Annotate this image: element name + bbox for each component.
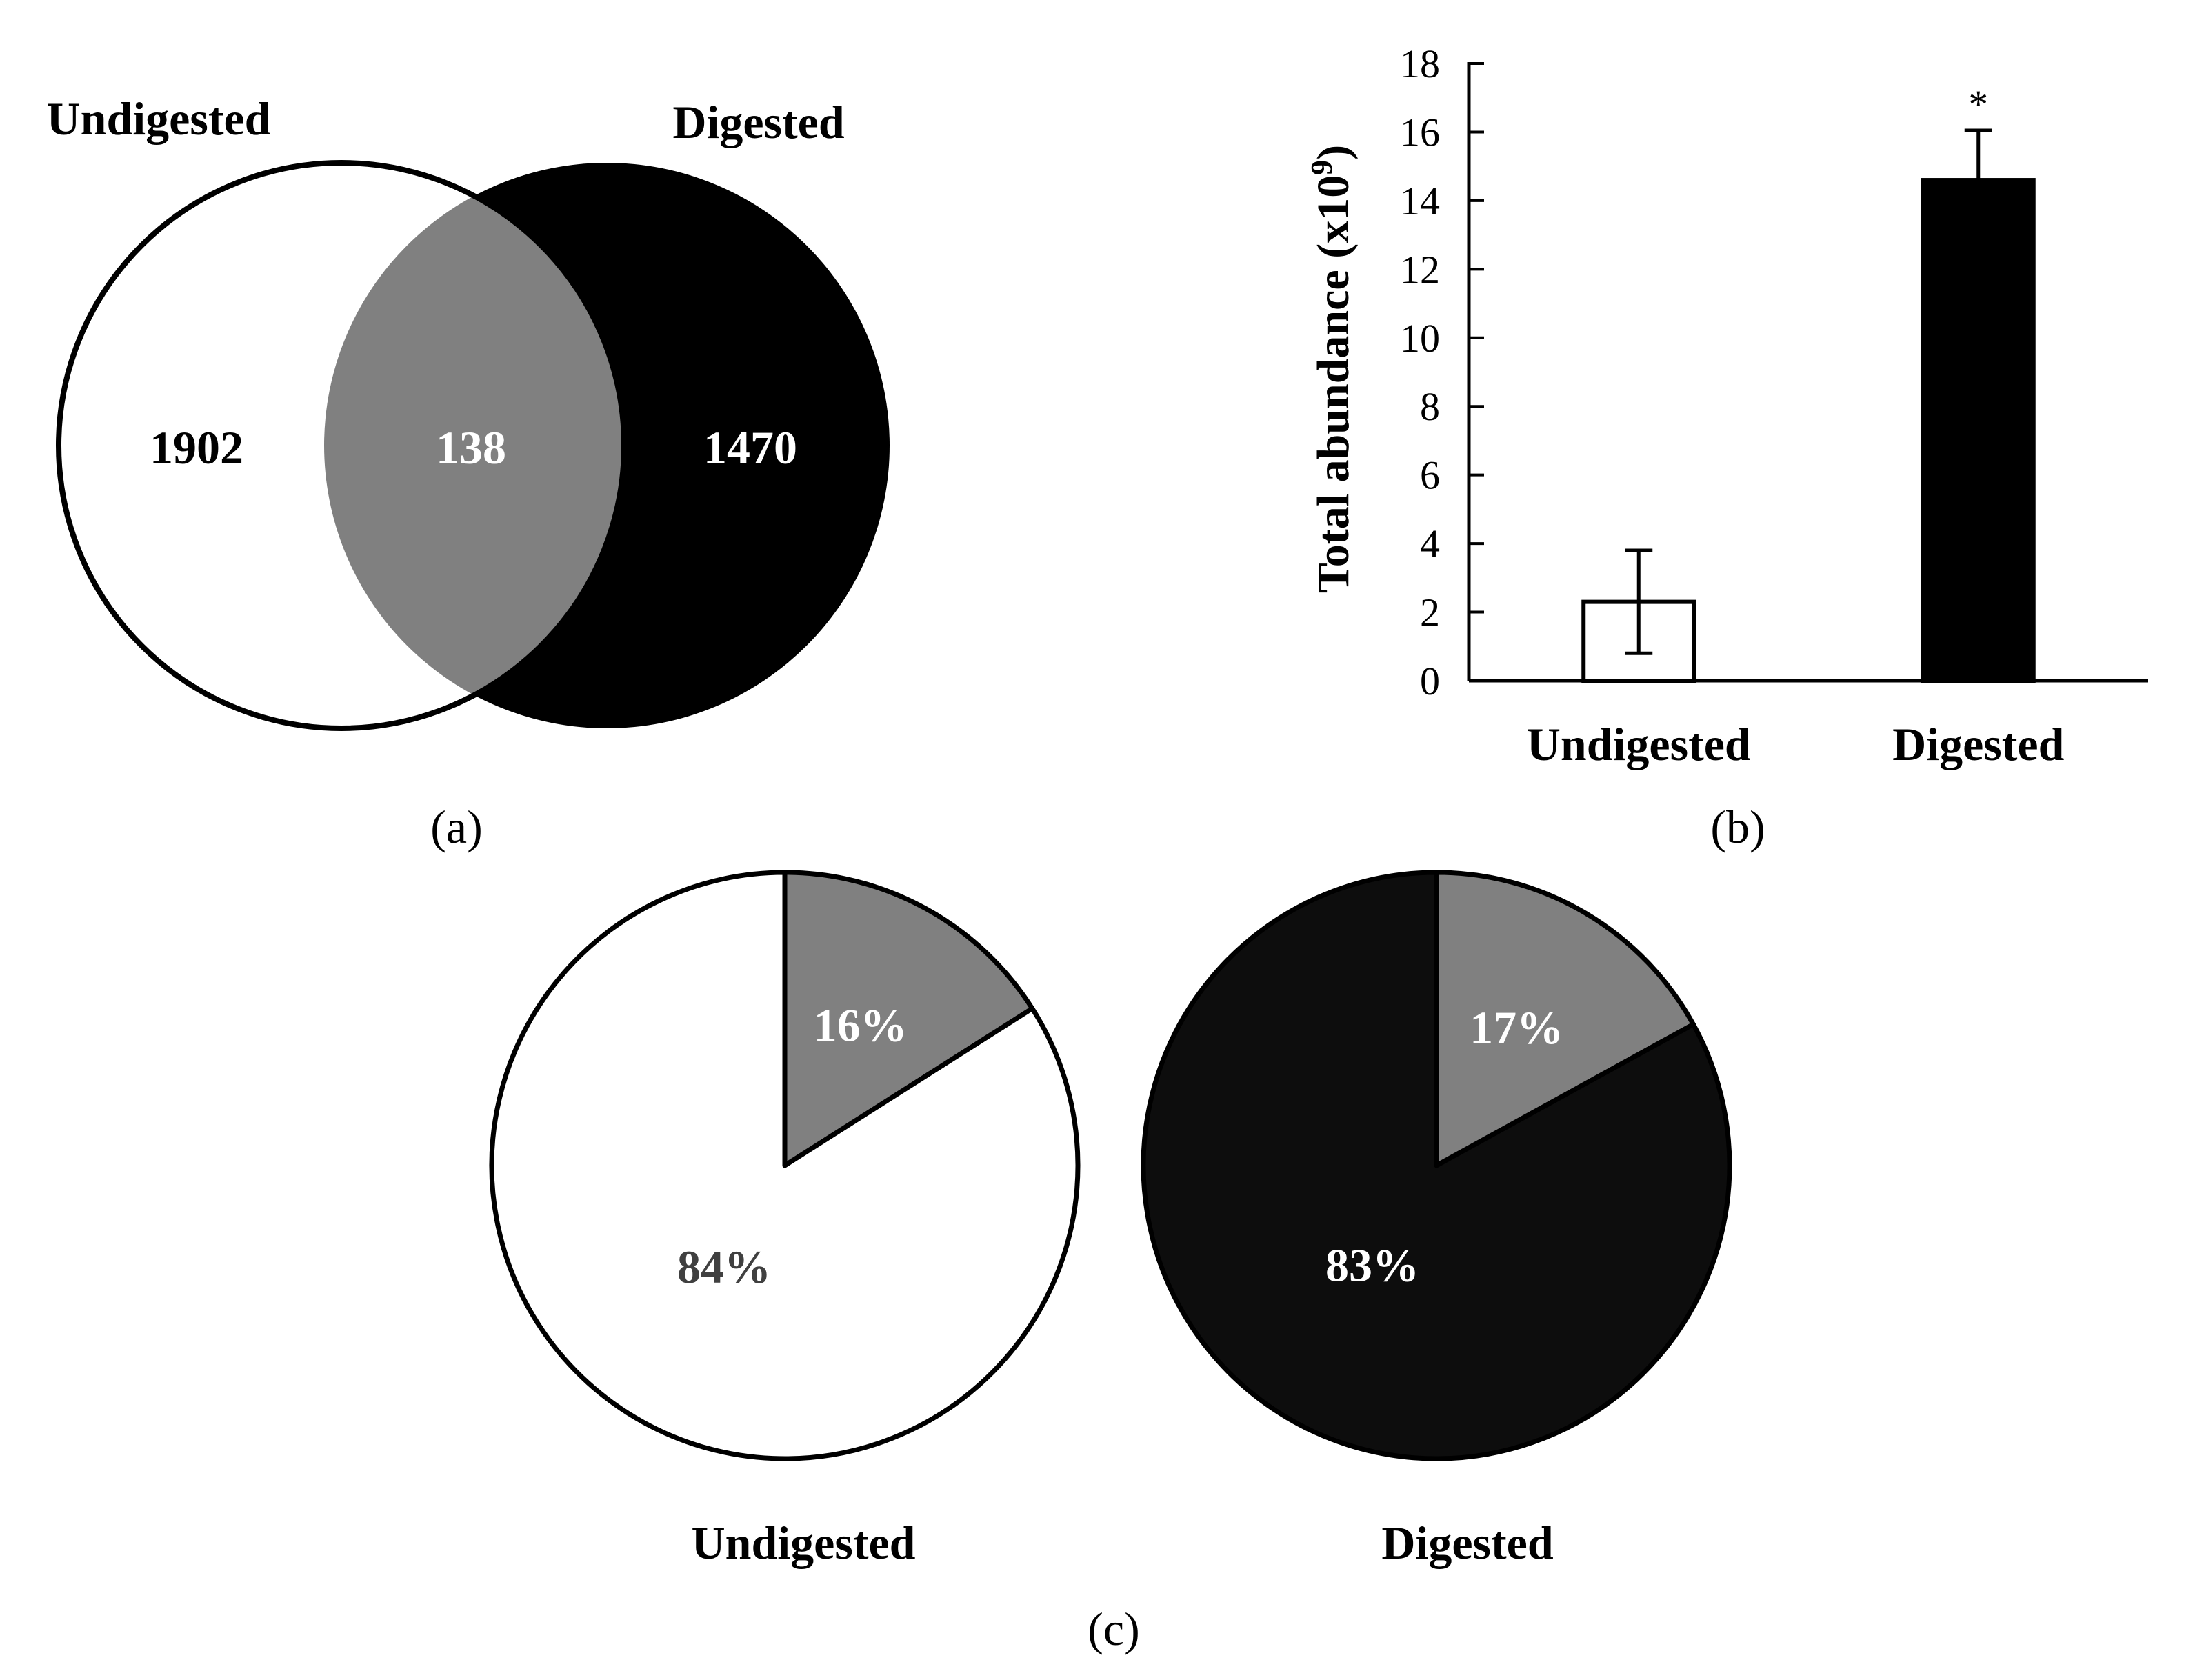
- venn-overlap: [324, 163, 624, 728]
- venn-count-undigested: 1902: [150, 421, 243, 474]
- bar-y-axis-label: Total abundance (x109): [1305, 145, 1359, 593]
- pie-slice: [1141, 870, 1732, 1461]
- pie-digested: 17% 83%: [1141, 870, 1732, 1461]
- panel-tag-a: (a): [430, 801, 482, 853]
- bar-y-ticks: 0 2 4 6 8 10 12 14 16 18: [1400, 41, 1484, 703]
- pie-slice-label: 84%: [677, 1241, 771, 1293]
- bar-category-label-undigested: Undigested: [1527, 718, 1751, 770]
- venn-diagram: Undigested Digested 1902 138 1470 (a): [47, 92, 890, 853]
- venn-count-digested: 1470: [703, 421, 797, 474]
- bar-y-tick-label: 18: [1400, 41, 1440, 86]
- bar-y-axis-label-exponent: 9: [1305, 160, 1339, 175]
- bar-category-label-digested: Digested: [1892, 718, 2064, 770]
- bar-y-tick-label: 4: [1420, 521, 1440, 566]
- pie-slice: [782, 870, 1035, 1168]
- bar-y-tick-label: 12: [1400, 247, 1440, 292]
- error-bar-digested: [1964, 128, 1992, 181]
- pie-slice-label: 16%: [814, 999, 908, 1051]
- bar-y-tick-label: 10: [1400, 316, 1440, 361]
- bar-y-tick-label: 8: [1420, 384, 1440, 429]
- pie-slice-label: 17%: [1470, 1001, 1563, 1054]
- pie-undigested: 16% 84%: [489, 870, 1081, 1461]
- error-bar-undigested: [1625, 548, 1653, 655]
- bar-marks: *: [1581, 82, 2036, 683]
- bar-digested: [1921, 178, 2036, 683]
- pie-slice: [1434, 870, 1696, 1168]
- bar-y-tick-label: 0: [1420, 659, 1440, 703]
- bar-y-tick-label: 2: [1420, 590, 1440, 635]
- pie-name-undigested: Undigested: [692, 1517, 916, 1569]
- pie-name-digested: Digested: [1381, 1517, 1553, 1569]
- pie-slice-label: 83%: [1325, 1239, 1419, 1291]
- significance-marker-digested: *: [1968, 82, 1988, 127]
- venn-set-label-digested: Digested: [672, 96, 844, 148]
- panel-tag-c: (c): [1088, 1603, 1139, 1655]
- pie-slice: [489, 870, 1081, 1461]
- pie-charts: 16% 84% 17% 83% Undigested Digested (c): [489, 870, 1732, 1655]
- bar-y-tick-label: 16: [1400, 110, 1440, 154]
- bar-y-tick-label: 14: [1400, 179, 1440, 223]
- venn-circle-undigested-outline: [56, 160, 627, 731]
- venn-count-overlap: 138: [436, 421, 506, 474]
- bar-category-labels: Undigested Digested: [1527, 718, 2065, 770]
- panel-tag-b: (b): [1710, 801, 1765, 853]
- bar-y-tick-label: 6: [1420, 453, 1440, 498]
- venn-set-label-undigested: Undigested: [47, 92, 271, 145]
- bar-axes: [1467, 62, 2148, 683]
- bar-chart: 0 2 4 6 8 10 12 14 16 18 * Undigested Digested Tot…: [1305, 41, 2148, 853]
